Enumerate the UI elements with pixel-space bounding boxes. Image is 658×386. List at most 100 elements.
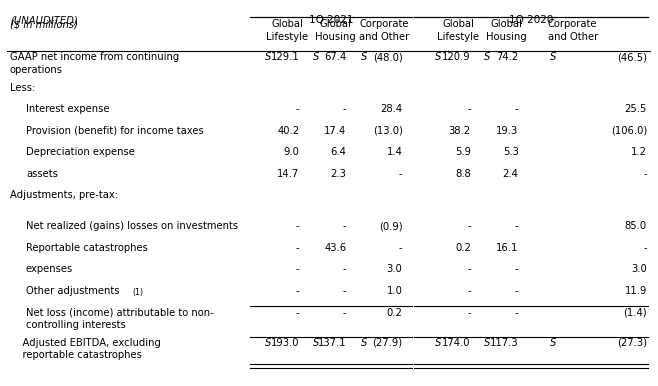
Text: (27.3): (27.3) [617,338,647,348]
Text: -: - [644,169,647,179]
Text: 0.2: 0.2 [387,308,403,318]
Text: 1.4: 1.4 [387,147,403,157]
Text: 16.1: 16.1 [496,243,519,253]
Text: -: - [343,308,346,318]
Text: S: S [313,338,319,348]
Text: S: S [436,52,442,62]
Text: -: - [515,286,519,296]
Text: ($ in millions): ($ in millions) [10,20,78,30]
Text: 0.2: 0.2 [455,243,471,253]
Text: 85.0: 85.0 [625,222,647,231]
Text: -: - [399,243,403,253]
Text: -: - [343,264,346,274]
Text: Less:: Less: [10,83,35,93]
Text: 9.0: 9.0 [284,147,299,157]
Text: 5.3: 5.3 [503,147,519,157]
Text: Reportable catastrophes: Reportable catastrophes [26,243,148,253]
Text: -: - [467,264,471,274]
Text: S: S [313,52,319,62]
Text: (1): (1) [132,288,143,297]
Text: (13.0): (13.0) [372,126,403,135]
Text: 19.3: 19.3 [496,126,519,135]
Text: 74.2: 74.2 [496,52,519,62]
Text: -: - [515,222,519,231]
Text: GAAP net income from continuing
operations: GAAP net income from continuing operatio… [10,52,179,74]
Text: 25.5: 25.5 [624,104,647,114]
Text: 11.9: 11.9 [624,286,647,296]
Text: S: S [361,338,368,348]
Text: -: - [295,286,299,296]
Text: -: - [467,104,471,114]
Text: 2.4: 2.4 [503,169,519,179]
Text: Depreciation expense: Depreciation expense [26,147,135,157]
Text: Global
Housing: Global Housing [486,19,526,42]
Text: 1.2: 1.2 [631,147,647,157]
Text: -: - [515,264,519,274]
Text: 28.4: 28.4 [380,104,403,114]
Text: Net loss (income) attributable to non-
controlling interests: Net loss (income) attributable to non- c… [26,308,214,330]
Text: Interest expense: Interest expense [26,104,109,114]
Text: assets: assets [26,169,58,179]
Text: 1Q 2021: 1Q 2021 [309,15,353,25]
Text: -: - [295,264,299,274]
Text: S: S [436,338,442,348]
Text: -: - [295,222,299,231]
Text: Corporate
and Other: Corporate and Other [359,19,409,42]
Text: Adjusted EBITDA, excluding
    reportable catastrophes: Adjusted EBITDA, excluding reportable ca… [10,338,161,360]
Text: 38.2: 38.2 [449,126,471,135]
Text: 17.4: 17.4 [324,126,346,135]
Text: 1.0: 1.0 [387,286,403,296]
Text: S: S [484,338,490,348]
Text: -: - [644,243,647,253]
Text: -: - [343,286,346,296]
Text: Other adjustments: Other adjustments [26,286,119,296]
Text: 5.9: 5.9 [455,147,471,157]
Text: 2.3: 2.3 [330,169,346,179]
Text: Net realized (gains) losses on investments: Net realized (gains) losses on investmen… [26,222,238,231]
Text: 3.0: 3.0 [631,264,647,274]
Text: -: - [399,169,403,179]
Text: 14.7: 14.7 [277,169,299,179]
Text: -: - [343,222,346,231]
Text: 40.2: 40.2 [277,126,299,135]
Text: S: S [361,52,368,62]
Text: 137.1: 137.1 [318,338,346,348]
Text: -: - [467,286,471,296]
Text: -: - [295,308,299,318]
Text: S: S [550,338,557,348]
Text: (48.0): (48.0) [373,52,403,62]
Text: (1.4): (1.4) [623,308,647,318]
Text: -: - [467,308,471,318]
Text: Global
Housing: Global Housing [315,19,356,42]
Text: -: - [515,104,519,114]
Text: 1Q 2020: 1Q 2020 [509,15,553,25]
Text: (27.9): (27.9) [372,338,403,348]
Text: 129.1: 129.1 [270,52,299,62]
Text: S: S [265,52,271,62]
Text: S: S [265,338,271,348]
Text: Global
Lifestyle: Global Lifestyle [266,19,308,42]
Text: 6.4: 6.4 [330,147,346,157]
Text: 117.3: 117.3 [490,338,519,348]
Text: S: S [550,52,557,62]
Text: (106.0): (106.0) [611,126,647,135]
Text: 193.0: 193.0 [271,338,299,348]
Text: 67.4: 67.4 [324,52,346,62]
Text: (0.9): (0.9) [379,222,403,231]
Text: (46.5): (46.5) [617,52,647,62]
Text: expenses: expenses [26,264,73,274]
Text: Corporate
and Other: Corporate and Other [547,19,598,42]
Text: 174.0: 174.0 [442,338,471,348]
Text: 8.8: 8.8 [455,169,471,179]
Text: -: - [515,308,519,318]
Text: -: - [295,104,299,114]
Text: (UNAUDITED): (UNAUDITED) [10,15,78,25]
Text: -: - [295,243,299,253]
Text: -: - [467,222,471,231]
Text: -: - [343,104,346,114]
Text: S: S [484,52,490,62]
Text: 43.6: 43.6 [324,243,346,253]
Text: Provision (benefit) for income taxes: Provision (benefit) for income taxes [26,126,204,135]
Text: 120.9: 120.9 [442,52,471,62]
Text: Adjustments, pre-tax:: Adjustments, pre-tax: [10,190,118,200]
